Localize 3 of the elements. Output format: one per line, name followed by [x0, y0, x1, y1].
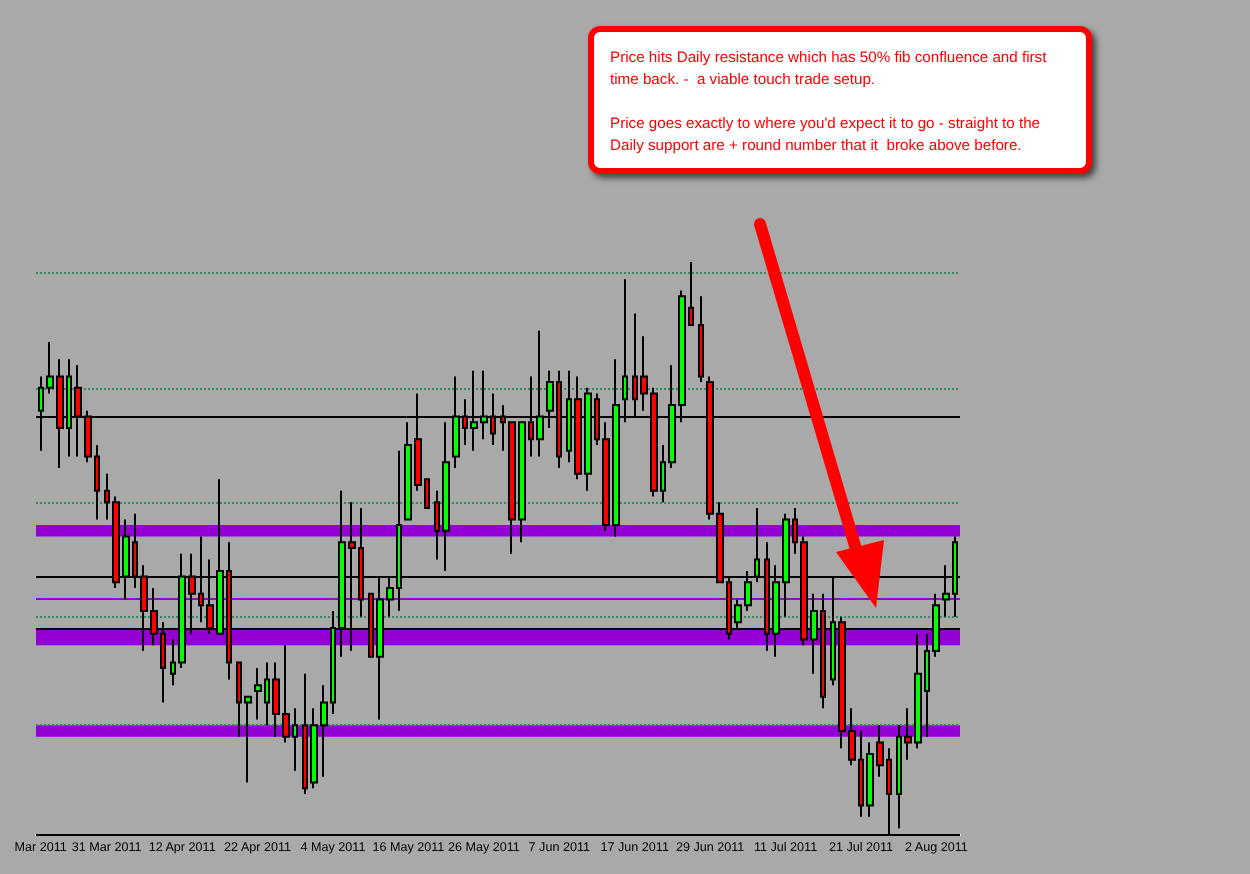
candlestick — [254, 667, 262, 721]
candlestick — [698, 295, 704, 384]
candlestick — [442, 421, 450, 572]
